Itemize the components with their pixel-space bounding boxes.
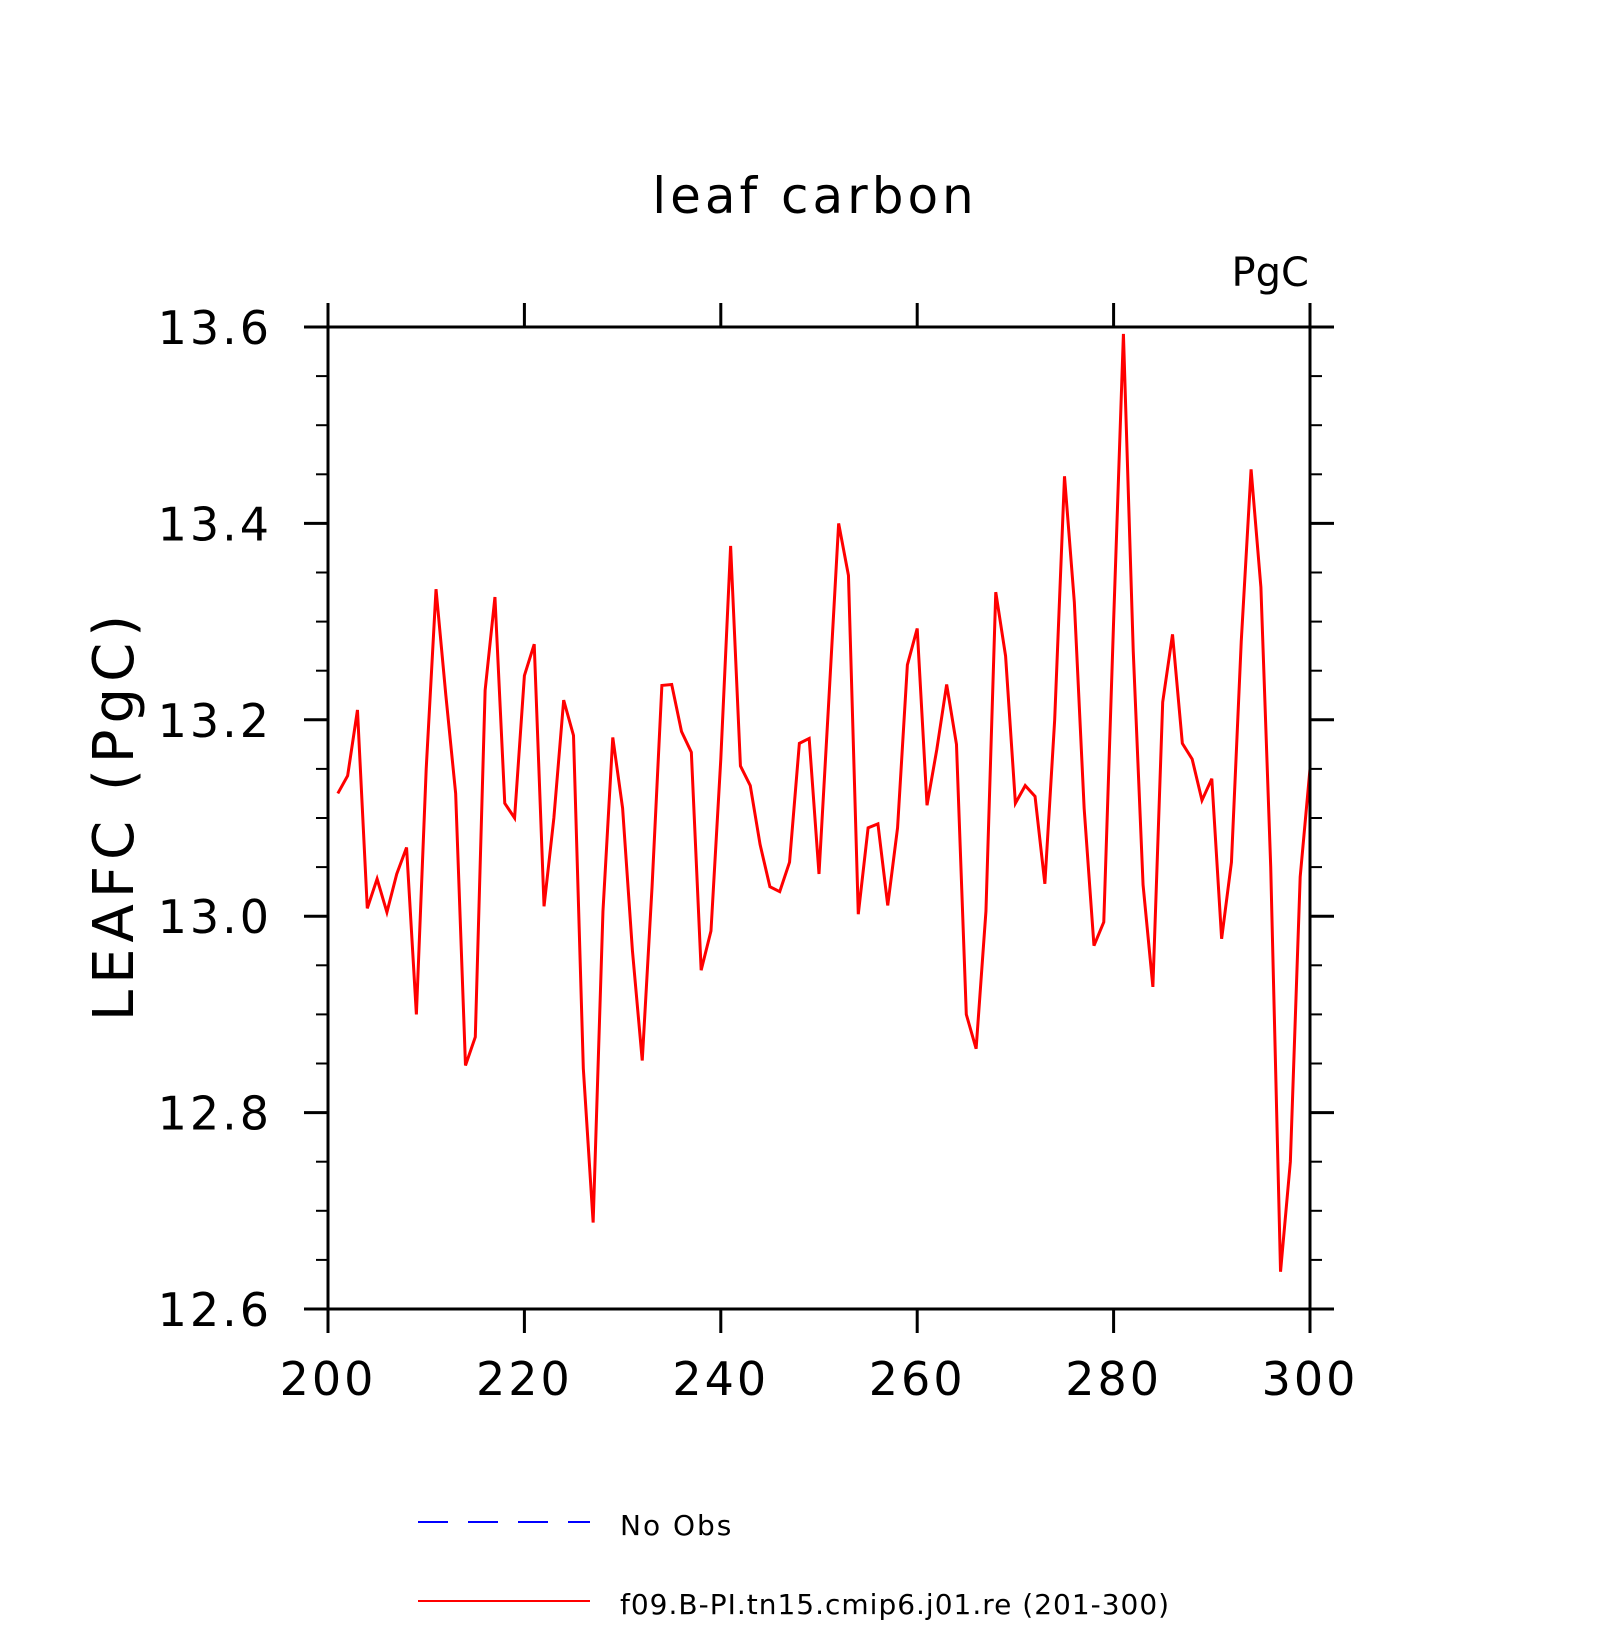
y-tick-label: 12.8 (158, 1087, 272, 1141)
series-layer (336, 333, 1312, 1272)
y-tick-label: 12.6 (158, 1283, 272, 1337)
y-tick-label: 13.6 (158, 301, 272, 355)
x-tick-label: 220 (476, 1352, 573, 1406)
legend: No Obs f09.B-PI.tn15.cmip6.j01.re (201-3… (418, 1509, 1170, 1621)
y-axis-label: LEAFC (PgC) (82, 609, 147, 1021)
x-tick-label: 280 (1065, 1352, 1162, 1406)
plot-frame (326, 325, 1312, 1311)
x-tick-label: 240 (672, 1352, 769, 1406)
axis-tick-labels: 200 220 240 260 280 300 12.6 12.8 13.0 13.2 13.4 13… (158, 301, 1359, 1406)
x-tick-label: 300 (1262, 1352, 1359, 1406)
chart-title: leaf carbon (652, 167, 978, 225)
x-tick-label: 260 (869, 1352, 966, 1406)
series-line-0 (336, 333, 1312, 1272)
units-label: PgC (1232, 250, 1309, 296)
y-tick-label: 13.2 (158, 694, 272, 748)
axis-ticks (304, 303, 1334, 1333)
y-tick-label: 13.4 (158, 497, 272, 551)
legend-label-no-obs: No Obs (620, 1509, 733, 1542)
y-tick-label: 13.0 (158, 890, 272, 944)
x-tick-label: 200 (280, 1352, 377, 1406)
legend-label-run: f09.B-PI.tn15.cmip6.j01.re (201-300) (620, 1588, 1170, 1620)
